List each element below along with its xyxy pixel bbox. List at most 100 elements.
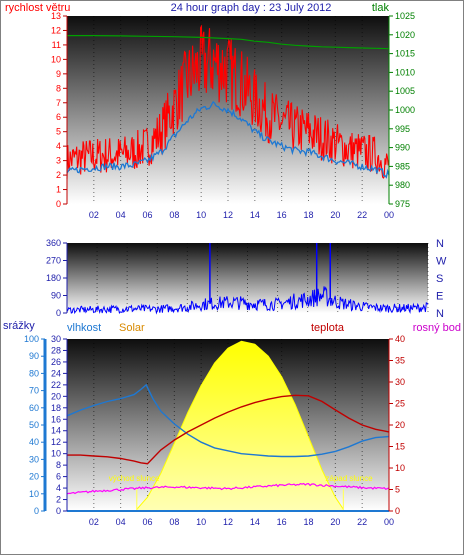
x-tick-label: 16 — [277, 517, 287, 527]
y-tick-label: 9 — [56, 69, 61, 79]
y-tick-label: 0 — [56, 199, 61, 209]
sunset-label: západ slunce — [325, 474, 373, 483]
x-tick-label: 02 — [89, 517, 99, 527]
rain-tick-label: 50 — [29, 420, 39, 430]
humidity-tick-label: 26 — [51, 357, 61, 367]
rain-tick-label: 10 — [29, 489, 39, 499]
y2-tick-label: 985 — [395, 161, 410, 171]
x-tick-label: 10 — [196, 517, 206, 527]
solar-area — [136, 340, 344, 512]
humidity-tick-label: 4 — [56, 483, 61, 493]
y2-tick-label: 990 — [395, 143, 410, 153]
wind-gust-line — [66, 24, 390, 179]
humidity-tick-label: 8 — [56, 460, 61, 470]
wind-axis-ticks: 02 04 06 08 10 12 14 16 18 20 22 000123456789101112… — [51, 11, 415, 220]
rain-tick-label: 90 — [29, 351, 39, 361]
compass-label: E — [436, 291, 443, 303]
temp-tick-label: 40 — [395, 334, 405, 344]
rain-tick-label: 100 — [24, 334, 39, 344]
y-tick-label: 3 — [56, 156, 61, 166]
y-tick-label: 12 — [51, 25, 61, 35]
humidity-tick-label: 22 — [51, 380, 61, 390]
wind-axis-label: rychlost větru — [5, 2, 70, 14]
wind-direction-line — [66, 286, 429, 315]
y-tick-label: 5 — [56, 127, 61, 137]
y-tick-label: 4 — [56, 141, 61, 151]
x-tick-label: 12 — [223, 517, 233, 527]
temperature-series: východ slunce západ slunce — [66, 340, 390, 512]
x-tick-label: 06 — [142, 210, 152, 220]
x-tick-label: 16 — [277, 210, 287, 220]
dewpoint-line — [66, 482, 390, 495]
x-tick-label: 18 — [303, 210, 313, 220]
y2-tick-label: 1010 — [395, 67, 415, 77]
pressure-line — [67, 35, 390, 50]
y2-tick-label: 975 — [395, 199, 410, 209]
temp-tick-label: 0 — [395, 506, 400, 516]
y2-tick-label: 1015 — [395, 49, 415, 59]
x-tick-label: 14 — [250, 517, 260, 527]
humidity-tick-label: 24 — [51, 368, 61, 378]
y-tick-label: 10 — [51, 54, 61, 64]
temperature-axis-label: teplota — [311, 322, 345, 334]
humidity-tick-label: 10 — [51, 449, 61, 459]
y-tick-label: 13 — [51, 11, 61, 21]
x-tick-label: 04 — [116, 517, 126, 527]
y2-tick-label: 1000 — [395, 105, 415, 115]
x-tick-label: 02 — [89, 210, 99, 220]
dewpoint-axis-label: rosný bod — [413, 322, 461, 334]
humidity-tick-label: 14 — [51, 426, 61, 436]
rain-tick-label: 30 — [29, 454, 39, 464]
x-tick-label: 14 — [250, 210, 260, 220]
y-tick-label: 11 — [52, 40, 61, 50]
temperature-line — [67, 394, 390, 465]
x-tick-label: 18 — [303, 517, 313, 527]
direction-plot-area — [67, 243, 428, 313]
x-tick-label: 22 — [357, 210, 367, 220]
y-tick-label: 2 — [56, 170, 61, 180]
rain-tick-label: 0 — [34, 506, 39, 516]
x-tick-label: 12 — [223, 210, 233, 220]
temp-tick-label: 5 — [395, 485, 400, 495]
y-tick-label: 1 — [56, 185, 61, 195]
y2-tick-label: 1020 — [395, 30, 415, 40]
rain-tick-label: 60 — [29, 403, 39, 413]
temp-tick-label: 15 — [395, 442, 405, 452]
y-tick-label: 360 — [46, 238, 61, 248]
temp-tick-label: 25 — [395, 399, 405, 409]
humidity-tick-label: 0 — [56, 506, 61, 516]
wind-series — [66, 24, 390, 179]
pressure-axis-label: tlak — [372, 2, 390, 14]
y2-tick-label: 995 — [395, 124, 410, 134]
humidity-axis-label: vlhkost — [67, 322, 101, 334]
direction-series — [66, 243, 429, 315]
temp-tick-label: 30 — [395, 377, 405, 387]
y2-tick-label: 1005 — [395, 86, 415, 96]
humidity-tick-label: 2 — [56, 495, 61, 505]
y-tick-label: 270 — [46, 256, 61, 266]
x-tick-label: 22 — [357, 517, 367, 527]
x-tick-label: 08 — [169, 210, 179, 220]
rain-axis-label: srážky — [3, 320, 35, 332]
x-tick-label: 20 — [330, 517, 340, 527]
wind-average-line — [66, 100, 390, 179]
x-tick-label: 08 — [169, 517, 179, 527]
humidity-tick-label: 30 — [51, 334, 61, 344]
y-tick-label: 7 — [56, 98, 61, 108]
humidity-line — [66, 383, 390, 458]
y-tick-label: 90 — [51, 291, 61, 301]
temperature-axis-ticks: 02 04 06 08 10 12 14 16 18 20 22 000102030405060708… — [24, 334, 405, 527]
humidity-tick-label: 18 — [51, 403, 61, 413]
y2-tick-label: 980 — [395, 180, 410, 190]
x-tick-label: 00 — [384, 517, 394, 527]
humidity-tick-label: 12 — [51, 437, 61, 447]
y-tick-label: 0 — [56, 308, 61, 318]
temp-tick-label: 20 — [395, 420, 405, 430]
x-tick-label: 04 — [116, 210, 126, 220]
chart-title: 24 hour graph day : 23 July 2012 — [171, 2, 332, 14]
compass-label: N — [436, 308, 444, 320]
rain-tick-label: 40 — [29, 437, 39, 447]
